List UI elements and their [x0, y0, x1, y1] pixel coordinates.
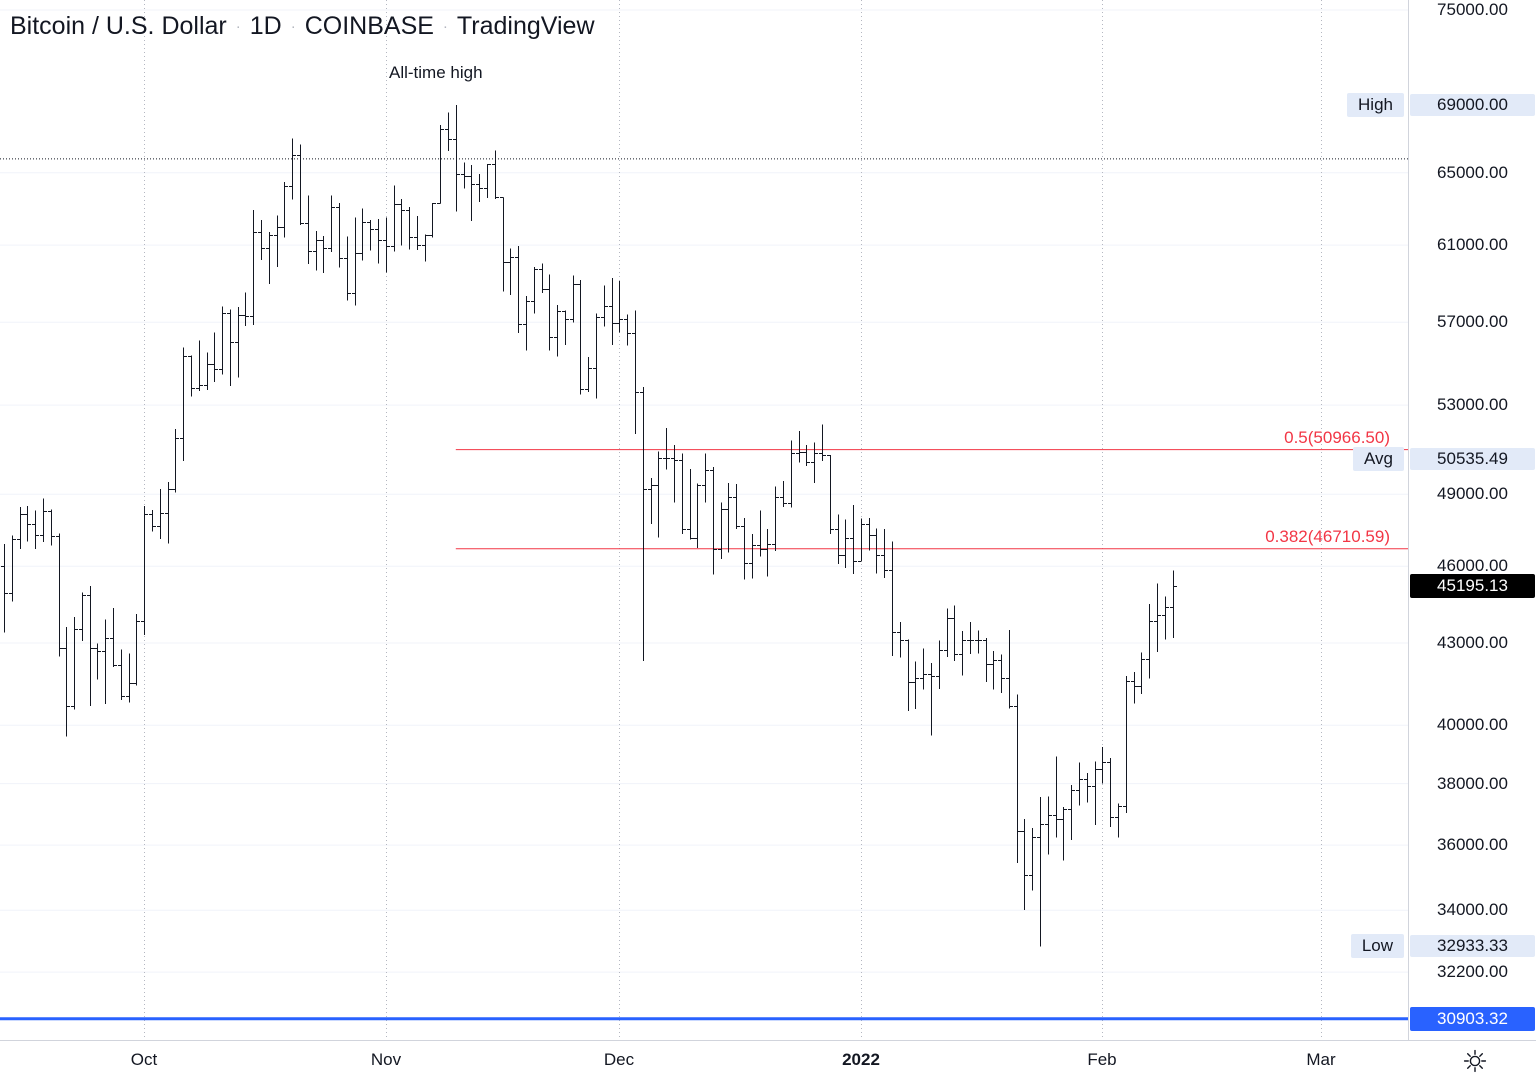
legend-separator: · [442, 18, 448, 35]
time-axis-label: 2022 [842, 1050, 880, 1069]
price-axis-label: 34000.00 [1437, 900, 1508, 919]
time-axis-label: Mar [1306, 1050, 1336, 1069]
blue-line-axis-badge: 30903.32 [1410, 1007, 1535, 1031]
theme-sun-icon[interactable] [1462, 1048, 1488, 1074]
price-axis-label: 32200.00 [1437, 962, 1508, 981]
time-axis-label: Feb [1087, 1050, 1117, 1069]
price-axis-label: 38000.00 [1437, 774, 1508, 793]
fib-level-label[interactable]: 0.5(50966.50) [1284, 428, 1390, 447]
time-axis-label: Dec [603, 1050, 635, 1069]
interval-label[interactable]: 1D [249, 12, 282, 40]
price-axis-label: 53000.00 [1437, 395, 1508, 414]
avg-label-badge: Avg [1353, 447, 1404, 471]
price-axis-label: 46000.00 [1437, 556, 1508, 575]
legend-separator: · [235, 18, 241, 35]
price-axis-label: 40000.00 [1437, 715, 1508, 734]
chart-canvas[interactable] [0, 0, 1408, 1040]
low-label-badge: Low [1350, 934, 1404, 958]
price-axis-label: 49000.00 [1437, 484, 1508, 503]
low-axis-badge: 32933.33 [1410, 935, 1535, 957]
legend-separator: · [290, 18, 296, 35]
price-axis-label: 36000.00 [1437, 835, 1508, 854]
exchange-label[interactable]: COINBASE [304, 12, 434, 40]
price-axis-label: 61000.00 [1437, 235, 1508, 254]
price-axis-label: 75000.00 [1437, 0, 1508, 19]
chart-legend: Bitcoin / U.S. Dollar · 1D · COINBASE · … [10, 12, 595, 41]
ohlc-bars [1, 104, 1177, 947]
price-axis-label: 57000.00 [1437, 312, 1508, 331]
price-axis-label: 65000.00 [1437, 163, 1508, 182]
all-time-high-annotation[interactable]: All-time high [389, 63, 483, 82]
fib-level-label[interactable]: 0.382(46710.59) [1265, 527, 1390, 546]
tradingview-brand[interactable]: TradingView [456, 12, 595, 40]
time-axis-label: Oct [130, 1050, 158, 1069]
high-label-badge: High [1347, 93, 1404, 117]
time-axis[interactable]: Oct Nov Dec 2022 Feb Mar [0, 1040, 1536, 1081]
avg-axis-badge: 50535.49 [1410, 448, 1535, 470]
last-price-axis-badge: 45195.13 [1410, 574, 1535, 598]
price-axis[interactable]: 75000.00 65000.00 61000.00 57000.00 53000.00… [1408, 0, 1536, 1040]
time-axis-label: Nov [370, 1050, 402, 1069]
chart-main-pane[interactable]: Bitcoin / U.S. Dollar · 1D · COINBASE · … [0, 0, 1408, 1040]
high-axis-badge: 69000.00 [1410, 94, 1535, 116]
symbol-name[interactable]: Bitcoin / U.S. Dollar [10, 12, 227, 40]
price-axis-label: 43000.00 [1437, 633, 1508, 652]
